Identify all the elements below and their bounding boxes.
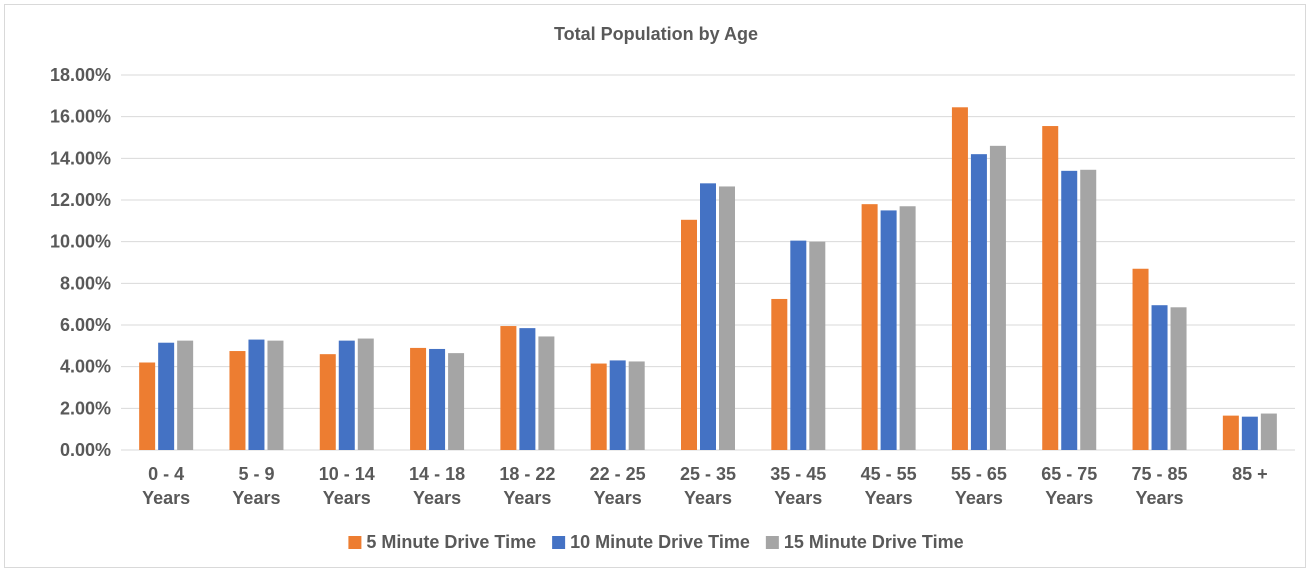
bar [338,340,355,450]
legend-item: 15 Minute Drive Time [765,532,964,552]
bar [700,183,716,451]
bar [1080,169,1097,450]
x-tick-label: 55 - 65 [951,464,1007,484]
chart-title: Total Population by Age [554,24,758,44]
bar [790,240,807,450]
bar [357,338,374,450]
bar [951,107,968,451]
legend: 5 Minute Drive Time 10 Minute Drive Time 1… [348,532,964,552]
legend-label: 15 Minute Drive Time [784,532,964,552]
bar [519,328,536,450]
y-tick-label: 6.00% [60,315,111,335]
bar [681,219,697,450]
x-tick-label: Years [1045,488,1093,508]
legend-label: 5 Minute Drive Time [366,532,536,552]
bar [319,354,336,450]
y-tick-label: 0.00% [60,440,111,460]
bar [1151,305,1168,450]
x-tick-label: Years [774,488,822,508]
x-tick-label: 22 - 25 [590,464,646,484]
x-tick-label: 25 - 35 [680,464,736,484]
bar [590,363,607,450]
y-tick-label: 4.00% [60,357,111,377]
y-tick-label: 10.00% [50,232,111,252]
x-axis-tick-labels: 0 - 4 Years 5 - 9 Years 10 - 14 Years 14 - 18 Y… [142,464,1267,508]
bar [410,347,427,450]
x-tick-label: 65 - 75 [1041,464,1097,484]
x-tick-label: 14 - 18 [409,464,465,484]
bar [989,145,1006,451]
bar [267,340,284,450]
x-tick-label: Years [323,488,371,508]
y-tick-label: 12.00% [50,190,111,210]
bar [1260,413,1277,450]
x-tick-label: 35 - 45 [770,464,826,484]
bars [139,107,1277,451]
x-tick-label: 85 + [1232,464,1268,484]
bar [177,340,194,450]
x-tick-label: 45 - 55 [861,464,917,484]
bar [158,342,175,450]
bar [429,348,446,450]
x-tick-label: Years [503,488,551,508]
legend-item: 10 Minute Drive Time [552,532,750,552]
legend-label: 10 Minute Drive Time [570,532,750,552]
x-tick-label: 18 - 22 [499,464,555,484]
bar [139,362,156,450]
bar [719,186,735,451]
y-tick-label: 16.00% [50,107,111,127]
x-tick-label: Years [142,488,190,508]
legend-item: 5 Minute Drive Time [348,532,536,552]
x-tick-label: Years [594,488,642,508]
x-tick-label: Years [413,488,461,508]
bar [248,339,265,450]
bar [970,154,987,450]
y-axis-tick-labels: 0.00% 2.00% 4.00% 6.00% 8.00% 10.00% 12.00% 14.… [50,65,111,460]
x-tick-label: 75 - 85 [1132,464,1188,484]
x-tick-label: Years [865,488,913,508]
bar [229,351,246,450]
x-tick-label: Years [955,488,1003,508]
bar [809,241,826,450]
x-tick-label: 0 - 4 [148,464,184,484]
bar [771,298,788,450]
legend-swatch [348,536,362,549]
y-tick-label: 8.00% [60,273,111,293]
x-tick-label: 10 - 14 [319,464,375,484]
bar [538,336,555,450]
bar [880,210,897,450]
bar [1042,126,1059,451]
bar [1132,268,1149,450]
bar [899,206,916,450]
bar-chart: Total Population by Age 0.00% 2.00% 4.00% 6… [50,24,1295,552]
y-tick-label: 18.00% [50,65,111,85]
bar [1061,170,1078,451]
bar [628,361,645,450]
x-tick-label: Years [684,488,732,508]
x-tick-label: Years [1136,488,1184,508]
y-tick-label: 2.00% [60,398,111,418]
x-tick-label: Years [232,488,280,508]
chart-frame: Total Population by Age 0.00% 2.00% 4.00% 6… [4,4,1306,568]
bar [861,204,878,450]
bar [1170,307,1187,450]
bar [448,353,465,450]
legend-swatch [765,536,779,549]
bar [609,360,626,450]
bar [1241,416,1258,450]
bar [500,326,517,450]
legend-swatch [552,536,566,549]
bar [1222,415,1239,450]
x-tick-label: 5 - 9 [238,464,274,484]
y-tick-label: 14.00% [50,148,111,168]
